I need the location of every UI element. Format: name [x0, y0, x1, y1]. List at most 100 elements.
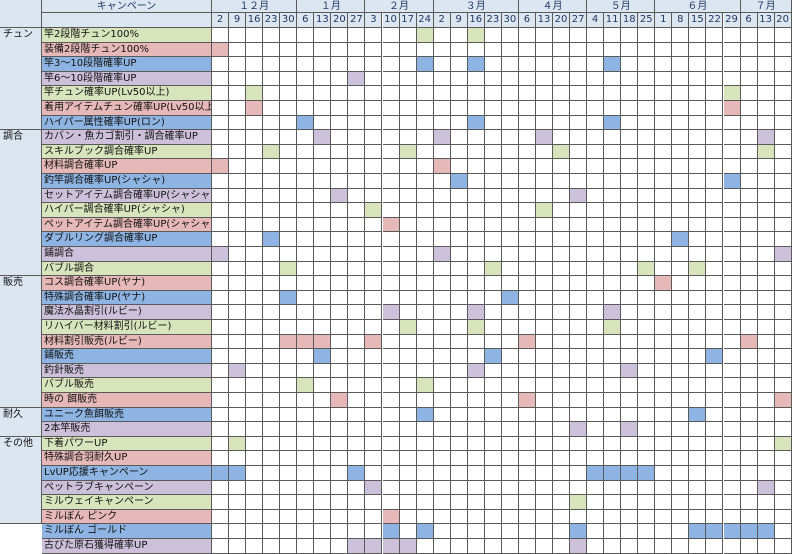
- calendar-cell[interactable]: [535, 188, 553, 204]
- calendar-cell[interactable]: [229, 203, 247, 218]
- calendar-cell[interactable]: [450, 524, 468, 539]
- campaign-scheduled-cell[interactable]: [621, 466, 639, 481]
- calendar-cell[interactable]: [382, 101, 400, 116]
- calendar-cell[interactable]: [757, 42, 775, 58]
- campaign-name[interactable]: ハイパー属性確率UP(ロン): [42, 115, 212, 131]
- calendar-cell[interactable]: [212, 188, 230, 204]
- calendar-cell[interactable]: [740, 305, 758, 320]
- calendar-cell[interactable]: [212, 349, 230, 364]
- calendar-cell[interactable]: [314, 71, 332, 87]
- calendar-cell[interactable]: [229, 539, 247, 554]
- calendar-cell[interactable]: [229, 174, 247, 189]
- calendar-cell[interactable]: [365, 524, 383, 539]
- calendar-cell[interactable]: [416, 320, 434, 335]
- calendar-cell[interactable]: [518, 290, 536, 306]
- calendar-cell[interactable]: [331, 422, 349, 437]
- calendar-cell[interactable]: [416, 451, 434, 466]
- calendar-cell[interactable]: [348, 261, 366, 277]
- calendar-cell[interactable]: [399, 217, 417, 233]
- calendar-cell[interactable]: [723, 436, 741, 452]
- calendar-cell[interactable]: [263, 276, 281, 291]
- calendar-cell[interactable]: [365, 363, 383, 379]
- campaign-scheduled-cell[interactable]: [757, 480, 775, 496]
- campaign-scheduled-cell[interactable]: [638, 466, 656, 481]
- calendar-cell[interactable]: [399, 466, 417, 481]
- calendar-cell[interactable]: [314, 159, 332, 174]
- calendar-cell[interactable]: [570, 407, 588, 423]
- calendar-cell[interactable]: [433, 495, 451, 510]
- calendar-cell[interactable]: [655, 305, 673, 320]
- calendar-cell[interactable]: [433, 334, 451, 350]
- calendar-cell[interactable]: [348, 247, 366, 262]
- calendar-cell[interactable]: [518, 101, 536, 116]
- calendar-cell[interactable]: [604, 247, 622, 262]
- calendar-cell[interactable]: [297, 480, 315, 496]
- calendar-cell[interactable]: [433, 320, 451, 335]
- calendar-cell[interactable]: [331, 363, 349, 379]
- calendar-cell[interactable]: [229, 378, 247, 393]
- calendar-cell[interactable]: [246, 174, 264, 189]
- calendar-cell[interactable]: [314, 422, 332, 437]
- calendar-cell[interactable]: [467, 144, 485, 160]
- calendar-cell[interactable]: [229, 115, 247, 131]
- calendar-cell[interactable]: [621, 509, 639, 525]
- calendar-cell[interactable]: [723, 466, 741, 481]
- calendar-cell[interactable]: [297, 57, 315, 72]
- calendar-cell[interactable]: [672, 524, 690, 539]
- calendar-cell[interactable]: [450, 159, 468, 174]
- calendar-cell[interactable]: [655, 524, 673, 539]
- calendar-cell[interactable]: [501, 188, 519, 204]
- calendar-cell[interactable]: [723, 247, 741, 262]
- calendar-cell[interactable]: [450, 393, 468, 408]
- calendar-cell[interactable]: [604, 290, 622, 306]
- calendar-cell[interactable]: [484, 480, 502, 496]
- calendar-cell[interactable]: [433, 261, 451, 277]
- calendar-cell[interactable]: [655, 232, 673, 247]
- calendar-cell[interactable]: [535, 509, 553, 525]
- calendar-cell[interactable]: [416, 144, 434, 160]
- calendar-cell[interactable]: [382, 466, 400, 481]
- campaign-name[interactable]: 下着パワーUP: [42, 436, 212, 452]
- calendar-cell[interactable]: [501, 130, 519, 145]
- calendar-cell[interactable]: [706, 115, 724, 131]
- calendar-cell[interactable]: [348, 159, 366, 174]
- calendar-cell[interactable]: [621, 130, 639, 145]
- calendar-cell[interactable]: [450, 290, 468, 306]
- calendar-cell[interactable]: [553, 480, 571, 496]
- calendar-cell[interactable]: [348, 407, 366, 423]
- calendar-cell[interactable]: [757, 320, 775, 335]
- calendar-cell[interactable]: [433, 217, 451, 233]
- calendar-cell[interactable]: [433, 349, 451, 364]
- calendar-cell[interactable]: [246, 524, 264, 539]
- calendar-cell[interactable]: [723, 451, 741, 466]
- calendar-cell[interactable]: [535, 422, 553, 437]
- calendar-cell[interactable]: [229, 86, 247, 101]
- calendar-cell[interactable]: [757, 290, 775, 306]
- calendar-cell[interactable]: [484, 174, 502, 189]
- calendar-cell[interactable]: [416, 71, 434, 87]
- calendar-cell[interactable]: [689, 188, 707, 204]
- calendar-cell[interactable]: [518, 509, 536, 525]
- calendar-cell[interactable]: [518, 363, 536, 379]
- calendar-cell[interactable]: [331, 247, 349, 262]
- campaign-name[interactable]: 材料割引販売(ルビー): [42, 334, 212, 350]
- campaign-scheduled-cell[interactable]: [433, 247, 451, 262]
- calendar-cell[interactable]: [280, 174, 298, 189]
- campaign-scheduled-cell[interactable]: [280, 334, 298, 350]
- calendar-cell[interactable]: [706, 334, 724, 350]
- calendar-cell[interactable]: [740, 320, 758, 335]
- calendar-cell[interactable]: [672, 188, 690, 204]
- calendar-cell[interactable]: [382, 71, 400, 87]
- calendar-cell[interactable]: [399, 305, 417, 320]
- calendar-cell[interactable]: [297, 130, 315, 145]
- calendar-cell[interactable]: [348, 57, 366, 72]
- calendar-cell[interactable]: [706, 188, 724, 204]
- calendar-cell[interactable]: [399, 174, 417, 189]
- calendar-cell[interactable]: [484, 378, 502, 393]
- calendar-cell[interactable]: [280, 57, 298, 72]
- campaign-scheduled-cell[interactable]: [604, 466, 622, 481]
- calendar-cell[interactable]: [484, 451, 502, 466]
- calendar-cell[interactable]: [689, 349, 707, 364]
- calendar-cell[interactable]: [501, 174, 519, 189]
- calendar-cell[interactable]: [484, 509, 502, 525]
